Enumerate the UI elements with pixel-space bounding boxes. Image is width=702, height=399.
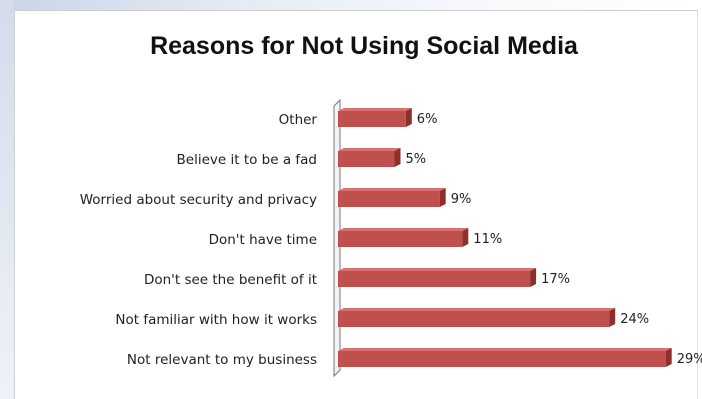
bar-top-face <box>338 108 412 111</box>
category-label-3: Don't have time <box>209 232 317 248</box>
bar-top-face <box>338 228 469 231</box>
bar-end-face <box>394 148 401 167</box>
bar-top-face <box>338 308 616 311</box>
bar-end-face <box>405 108 412 127</box>
value-label-2: 9% <box>451 192 472 207</box>
bar-2 <box>338 188 446 207</box>
bar-front-face <box>338 151 395 167</box>
value-label-3: 11% <box>473 232 502 247</box>
bar-6 <box>338 348 672 367</box>
bar-end-face <box>462 228 469 247</box>
bar-front-face <box>338 271 531 287</box>
bar-top-face <box>338 188 446 191</box>
category-label-4: Don't see the benefit of it <box>144 272 317 288</box>
bar-3 <box>338 228 469 247</box>
bar-4 <box>338 268 537 287</box>
chart-title: Reasons for Not Using Social Media <box>150 32 578 60</box>
bar-front-face <box>338 311 610 327</box>
bar-top-face <box>338 148 401 151</box>
value-label-6: 29% <box>677 352 702 367</box>
value-label-5: 24% <box>620 312 649 327</box>
category-label-0: Other <box>279 112 318 128</box>
bar-top-face <box>338 348 672 351</box>
bar-front-face <box>338 111 406 127</box>
bar-end-face <box>665 348 672 367</box>
bar-end-face <box>530 268 537 287</box>
bar-1 <box>338 148 401 167</box>
category-label-1: Believe it to be a fad <box>177 152 317 168</box>
bar-front-face <box>338 351 666 367</box>
value-label-0: 6% <box>417 112 438 127</box>
category-label-5: Not familiar with how it works <box>115 312 317 328</box>
bar-front-face <box>338 191 440 207</box>
bar-front-face <box>338 231 463 247</box>
value-label-4: 17% <box>541 272 570 287</box>
slide-side-accent <box>0 0 14 399</box>
bar-top-face <box>338 268 537 271</box>
category-label-6: Not relevant to my business <box>127 352 317 368</box>
bar-end-face <box>439 188 446 207</box>
bar-end-face <box>609 308 616 327</box>
axis-wall <box>333 98 341 378</box>
bar-0 <box>338 108 412 127</box>
bar-5 <box>338 308 616 327</box>
category-label-2: Worried about security and privacy <box>80 192 317 208</box>
value-label-1: 5% <box>406 152 427 167</box>
